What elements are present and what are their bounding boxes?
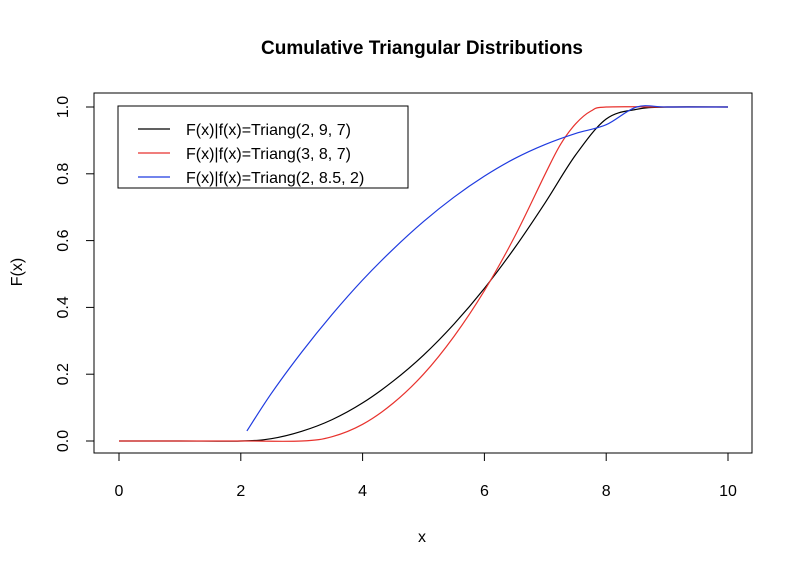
x-tick-label: 4: [358, 483, 367, 500]
legend-label-1: F(x)|f(x)=Triang(2, 9, 7): [186, 122, 351, 139]
legend-box: [117, 105, 409, 189]
series-line-2: [119, 106, 728, 442]
series-line-1: [119, 106, 729, 442]
legend-label-2: F(x)|f(x)=Triang(3, 8, 7): [186, 146, 351, 163]
legend-label-3: F(x)|f(x)=Triang(2, 8.5, 2): [186, 170, 364, 187]
x-tick-label: 6: [480, 483, 489, 500]
y-tick-label: 0.4: [55, 296, 72, 318]
x-tick-label: 2: [236, 483, 245, 500]
y-axis: 0.0 0.2 0.4 0.6 0.8 1.0: [55, 96, 95, 452]
y-tick-label: 0.6: [55, 229, 72, 251]
y-axis-label: F(x): [9, 258, 26, 286]
x-tick-label: 0: [115, 483, 124, 500]
x-tick-label: 8: [602, 483, 611, 500]
x-tick-label: 10: [719, 483, 737, 500]
y-tick-label: 0.8: [55, 163, 72, 185]
chart-title: Cumulative Triangular Distributions: [261, 38, 583, 59]
legend: F(x)|f(x)=Triang(2, 9, 7) F(x)|f(x)=Trian…: [117, 105, 409, 189]
series-line-3: [246, 105, 728, 432]
series-layer: [119, 105, 729, 442]
y-tick-label: 1.0: [55, 96, 72, 118]
x-axis-label: x: [418, 529, 426, 546]
x-axis: 0 2 4 6 8 10: [115, 452, 737, 500]
y-tick-label: 0.0: [55, 430, 72, 452]
y-tick-label: 0.2: [55, 363, 72, 385]
